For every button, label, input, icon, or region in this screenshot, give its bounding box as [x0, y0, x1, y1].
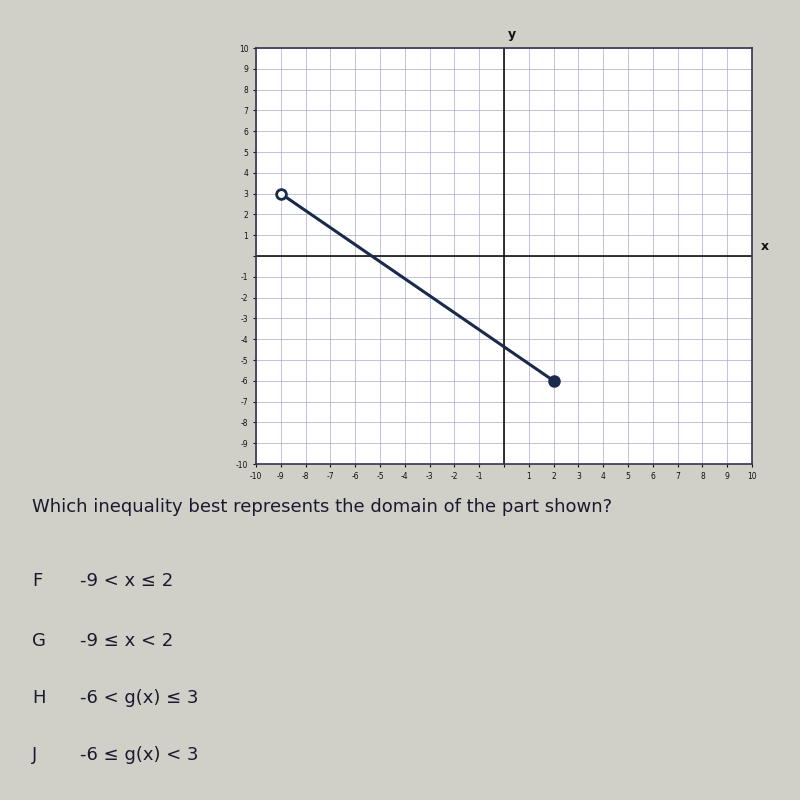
- Text: -6 ≤ g(x) < 3: -6 ≤ g(x) < 3: [80, 746, 198, 764]
- Text: y: y: [507, 27, 515, 41]
- Text: Which inequality best represents the domain of the part shown?: Which inequality best represents the dom…: [32, 498, 612, 515]
- Text: -6 < g(x) ≤ 3: -6 < g(x) ≤ 3: [80, 689, 198, 707]
- Text: -9 < x ≤ 2: -9 < x ≤ 2: [80, 571, 174, 590]
- Text: J: J: [32, 746, 38, 764]
- Text: H: H: [32, 689, 46, 707]
- Text: x: x: [760, 240, 769, 253]
- Text: -9 ≤ x < 2: -9 ≤ x < 2: [80, 632, 174, 650]
- Text: F: F: [32, 571, 42, 590]
- Text: G: G: [32, 632, 46, 650]
